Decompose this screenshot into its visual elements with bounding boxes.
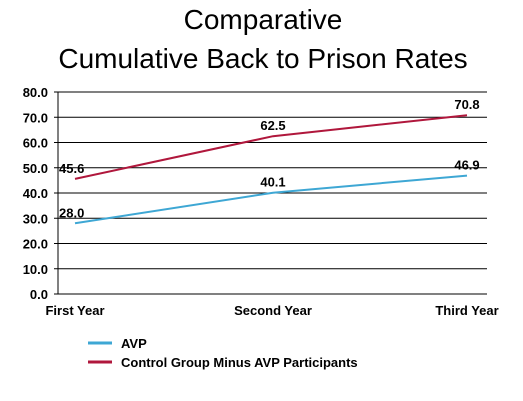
chart-title-line-2: Cumulative Back to Prison Rates bbox=[58, 43, 467, 74]
x-tick-label: Third Year bbox=[435, 303, 498, 318]
legend-label: AVP bbox=[121, 336, 147, 351]
y-tick-labels: 0.0 10.0 20.0 30.0 40.0 50.0 60.0 70.0 80.0 bbox=[23, 85, 48, 302]
data-label: 28.0 bbox=[59, 205, 84, 220]
y-tick-label: 0.0 bbox=[30, 287, 48, 302]
data-label: 46.9 bbox=[454, 158, 479, 173]
axes bbox=[54, 91, 487, 295]
y-tick-label: 20.0 bbox=[23, 237, 48, 252]
chart-title-line-1: Comparative bbox=[184, 4, 343, 35]
series-lines bbox=[74, 114, 468, 225]
data-labels: 28.0 40.1 46.9 45.6 62.5 70.8 bbox=[59, 97, 480, 220]
series-line-control-group bbox=[74, 114, 468, 180]
data-label: 45.6 bbox=[59, 161, 84, 176]
legend: AVP Control Group Minus AVP Participants bbox=[88, 336, 358, 370]
y-tick-label: 30.0 bbox=[23, 211, 48, 226]
series-line-avp bbox=[74, 174, 468, 225]
x-tick-label: First Year bbox=[45, 303, 104, 318]
data-label: 40.1 bbox=[260, 175, 285, 190]
data-label: 62.5 bbox=[260, 118, 285, 133]
legend-label: Control Group Minus AVP Participants bbox=[121, 355, 358, 370]
y-tick-label: 80.0 bbox=[23, 85, 48, 100]
y-tick-label: 50.0 bbox=[23, 161, 48, 176]
y-tick-label: 60.0 bbox=[23, 136, 48, 151]
x-tick-label: Second Year bbox=[234, 303, 312, 318]
y-tick-label: 10.0 bbox=[23, 262, 48, 277]
y-tick-label: 70.0 bbox=[23, 110, 48, 125]
x-tick-labels: First Year Second Year Third Year bbox=[45, 303, 498, 318]
y-tick-label: 40.0 bbox=[23, 186, 48, 201]
data-label: 70.8 bbox=[454, 97, 479, 112]
